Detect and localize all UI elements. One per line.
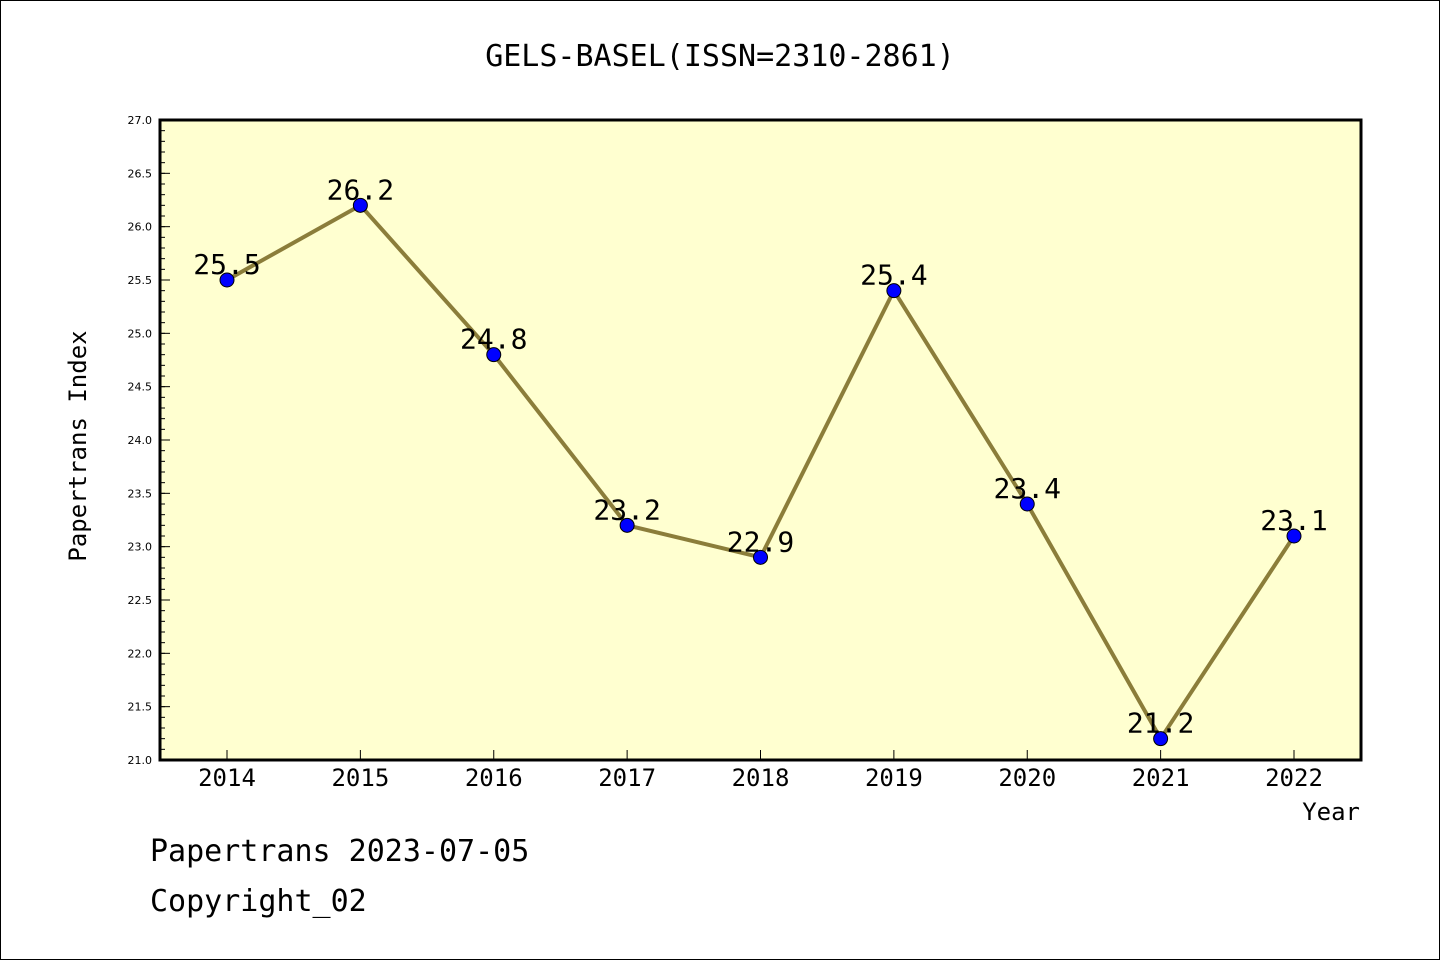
chart-title: GELS-BASEL(ISSN=2310-2861): [485, 39, 955, 74]
data-point: [753, 549, 768, 565]
y-tick-label: 26.0: [128, 221, 153, 234]
y-axis: 21.0 21.5 22.0 22.5 23.0 23.5 24.0 24.5 25.0 25.5…: [128, 114, 170, 767]
x-tick-label: 2017: [598, 764, 656, 792]
data-point: [352, 197, 368, 213]
footer-copyright: Copyright_02: [150, 884, 367, 919]
y-tick-label: 21.0: [128, 754, 153, 767]
data-point: [1286, 528, 1302, 544]
data-labels: 25.5 26.2 24.8 23.2 22.9 25.4 23.4 21.2 23.1: [193, 173, 1327, 739]
data-point: [619, 517, 635, 533]
y-tick-label: 27.0: [128, 114, 153, 127]
x-tick-label: 2022: [1265, 764, 1323, 792]
data-point: [219, 272, 235, 288]
y-tick-label: 24.0: [128, 434, 153, 447]
y-tick-label: 21.5: [128, 701, 153, 714]
data-point: [886, 283, 902, 299]
data-points: [219, 197, 1302, 747]
x-tick-label: 2019: [865, 764, 923, 792]
data-label: 22.9: [727, 525, 794, 558]
y-tick-label: 25.0: [128, 327, 153, 340]
plot-area: [158, 118, 1363, 762]
y-tick-label: 26.5: [128, 167, 153, 180]
y-tick-label: 22.0: [128, 647, 153, 660]
data-label: 21.2: [1127, 707, 1194, 740]
x-tick-label: 2016: [465, 764, 523, 792]
data-point: [486, 347, 502, 363]
y-tick-label: 23.5: [128, 487, 153, 500]
data-label: 24.8: [460, 323, 527, 356]
data-label: 23.4: [994, 472, 1061, 505]
data-point: [1019, 496, 1035, 512]
x-tick-label: 2014: [198, 764, 256, 792]
x-tick-label: 2020: [998, 764, 1056, 792]
y-tick-label: 23.0: [128, 541, 153, 554]
data-label: 26.2: [327, 173, 394, 206]
x-axis-label: Year: [1302, 798, 1360, 826]
y-tick-label: 22.5: [128, 594, 153, 607]
data-label: 23.2: [593, 493, 660, 526]
footer-date: Papertrans 2023-07-05: [150, 834, 530, 869]
data-label: 25.5: [193, 248, 260, 281]
x-tick-label: 2018: [732, 764, 790, 792]
data-label: 25.4: [860, 259, 927, 292]
y-tick-label: 25.5: [128, 274, 153, 287]
x-axis: 2014 2015 2016 2017 2018 2019 2020 2021 2022: [198, 750, 1323, 792]
x-tick-label: 2021: [1132, 764, 1190, 792]
y-axis-label: Papertrans Index: [64, 330, 92, 561]
x-tick-label: 2015: [331, 764, 389, 792]
y-tick-label: 24.5: [128, 381, 153, 394]
data-point: [1153, 731, 1169, 747]
data-label: 23.1: [1260, 504, 1327, 537]
